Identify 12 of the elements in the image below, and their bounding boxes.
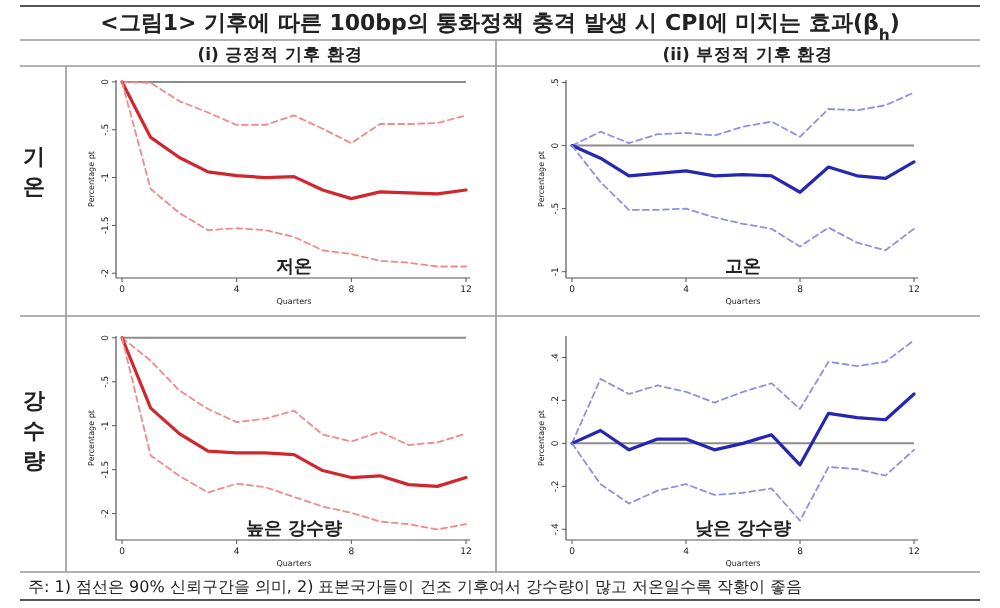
annotation: 낮은 강수량	[694, 520, 792, 540]
line-series	[570, 143, 916, 194]
chart-subtitle: (i) 긍정적 기후 환경	[197, 46, 363, 66]
annotation: 높은 강수량	[245, 520, 343, 540]
annotation: 저온	[276, 258, 312, 278]
annotation: 고온	[725, 258, 761, 278]
text: 주: 1) 점선은 90% 신뢰구간을 의미, 2) 표본국가들이 건조 기후여서 강수량이 많고 저온일수록 작황이 좋음	[28, 578, 803, 596]
text: 기온	[23, 144, 45, 200]
chart-subtitle: (ii) 부정적 기후 환경	[662, 46, 834, 66]
line-series	[570, 392, 916, 467]
text: 강수량	[23, 388, 45, 474]
chart-title: <그림1> 기후에 따른 100bp의 통화정책 충격 발생 시 CPI에 미치는 효과(β$_{h}$)	[100, 10, 900, 43]
